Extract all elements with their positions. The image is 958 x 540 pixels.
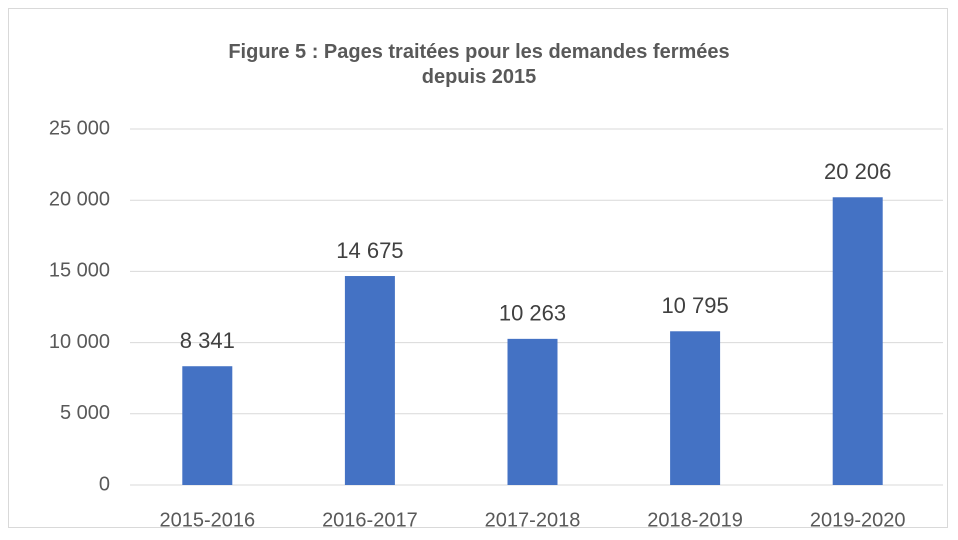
x-tick-label: 2018-2019 (647, 509, 743, 531)
x-tick-label: 2019-2020 (810, 509, 906, 531)
bar (670, 331, 721, 485)
x-tick-label: 2017-2018 (485, 509, 581, 531)
y-tick-label: 25 000 (49, 117, 110, 139)
bar (507, 338, 558, 485)
data-label: 8 341 (180, 328, 235, 353)
data-label: 10 263 (499, 301, 566, 326)
bar (182, 366, 233, 485)
chart-title: Figure 5 : Pages traitées pour les deman… (228, 41, 730, 88)
y-tick-label: 10 000 (49, 331, 110, 353)
y-tick-label: 5 000 (60, 402, 110, 424)
data-label: 20 206 (824, 159, 891, 184)
x-tick-label: 2016-2017 (322, 509, 418, 531)
x-tick-label: 2015-2016 (159, 509, 255, 531)
data-label: 10 795 (661, 293, 728, 318)
bar (832, 197, 883, 486)
y-tick-label: 15 000 (49, 260, 110, 282)
y-tick-label: 0 (99, 473, 110, 495)
data-label: 14 675 (336, 238, 403, 263)
bar (344, 276, 395, 485)
y-tick-label: 20 000 (49, 188, 110, 210)
chart-frame (8, 8, 948, 528)
